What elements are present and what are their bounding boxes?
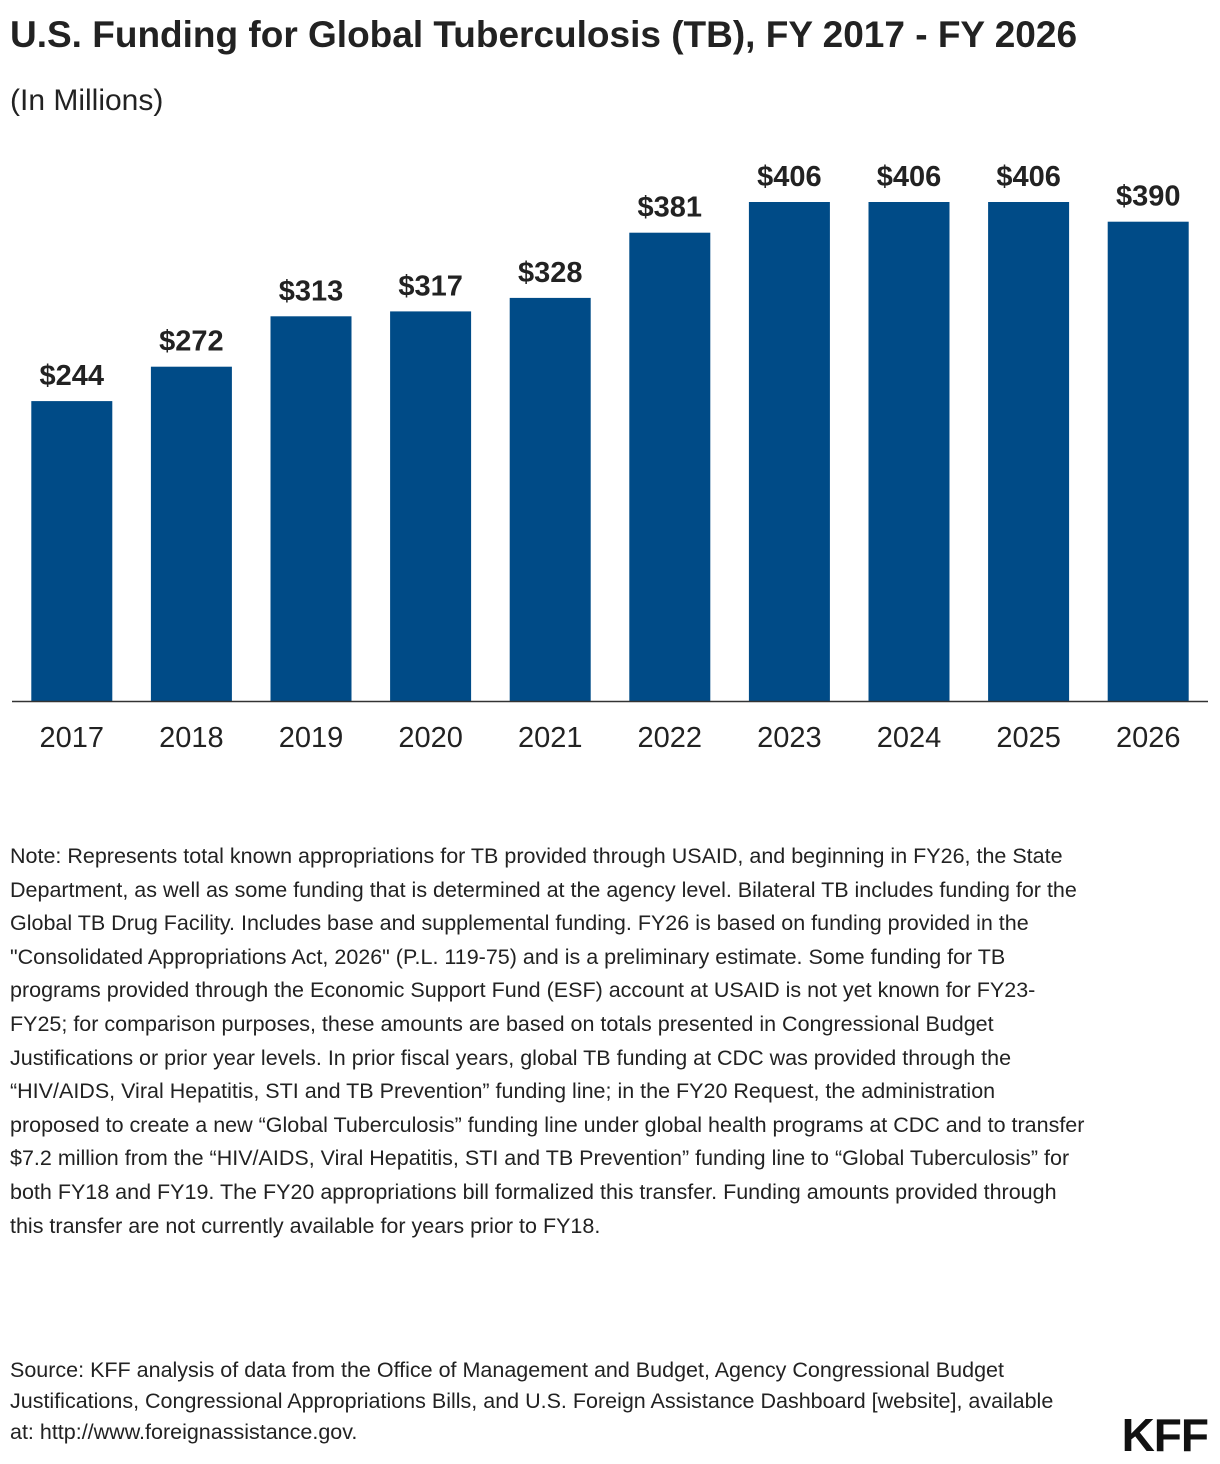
data-label-2025: $406: [996, 161, 1061, 193]
x-tick-2020: 2020: [398, 722, 463, 754]
bar-2022: [629, 232, 711, 701]
kff-logo: KFF: [1121, 1409, 1209, 1461]
bar-2024: [868, 202, 950, 701]
x-tick-2024: 2024: [877, 722, 942, 754]
chart-source: Source: KFF analysis of data from the Of…: [10, 1358, 1054, 1444]
x-tick-2021: 2021: [518, 722, 583, 754]
bar-2021: [509, 297, 591, 701]
data-label-2017: $244: [40, 360, 105, 392]
bar-2023: [748, 202, 830, 701]
chart-title: U.S. Funding for Global Tuberculosis (TB…: [10, 14, 1078, 55]
bar-2018: [150, 366, 232, 701]
x-tick-2022: 2022: [638, 722, 703, 754]
chart-note: Note: Represents total known appropriati…: [10, 844, 1085, 1238]
bar-2025: [988, 202, 1070, 701]
data-label-2019: $313: [279, 275, 344, 307]
data-label-2024: $406: [877, 161, 942, 193]
x-tick-2023: 2023: [757, 722, 822, 754]
chart-subtitle: (In Millions): [10, 84, 164, 117]
bar-2026: [1107, 221, 1189, 701]
data-label-2018: $272: [159, 326, 224, 358]
data-label-2021: $328: [518, 257, 583, 289]
x-tick-2026: 2026: [1116, 722, 1181, 754]
bar-2019: [270, 316, 352, 701]
data-label-2020: $317: [398, 270, 463, 302]
bar-chart: $244 2017 $272 2018 $313 2019 $317 2020 $328 2021…: [12, 161, 1208, 754]
x-tick-2018: 2018: [159, 722, 224, 754]
data-label-2023: $406: [757, 161, 822, 193]
bar-2017: [31, 401, 113, 701]
x-tick-2017: 2017: [40, 722, 105, 754]
x-tick-2019: 2019: [279, 722, 344, 754]
x-tick-2025: 2025: [996, 722, 1061, 754]
data-label-2022: $381: [638, 192, 703, 224]
bar-2020: [390, 311, 472, 701]
data-label-2026: $390: [1116, 181, 1181, 213]
